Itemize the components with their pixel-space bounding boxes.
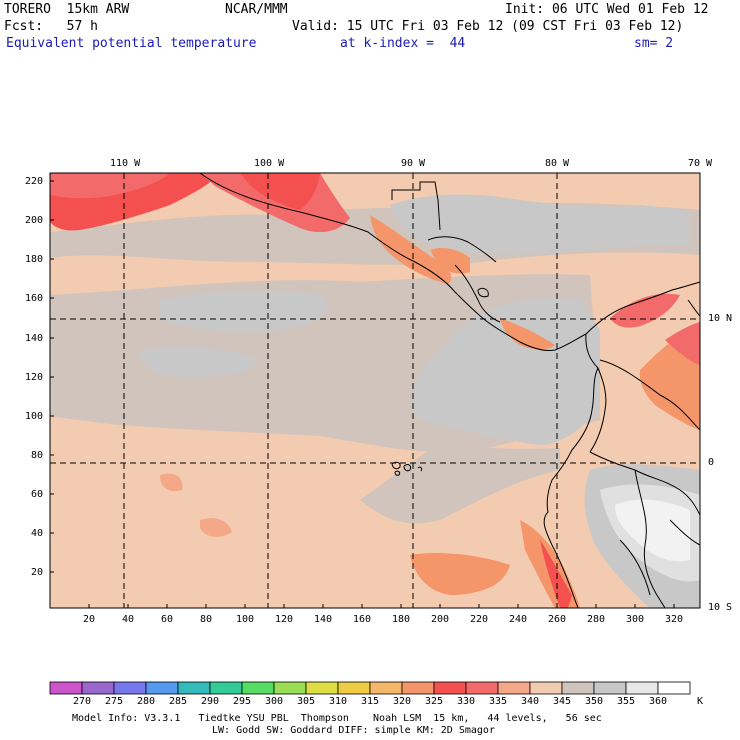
colorbar-level-label: 310 — [329, 696, 348, 707]
lon-label-80w: 80 W — [545, 158, 570, 169]
colorbar-swatch — [465, 681, 499, 695]
colorbar-swatch — [113, 681, 147, 695]
colorbar-level-label: 355 — [617, 696, 636, 707]
colorbar-swatch — [433, 681, 467, 695]
model-info: Model Info: V3.3.1 Tiedtke YSU PBL Thomp… — [72, 713, 602, 724]
x-tick-180: 180 — [392, 614, 411, 625]
level-info: at k-index = 44 — [340, 36, 466, 51]
model-name: TORERO 15km ARW — [4, 2, 130, 17]
colorbar-level-label: 320 — [393, 696, 412, 707]
x-tick-80: 80 — [200, 614, 213, 625]
y-tick-80: 80 — [31, 450, 44, 461]
colorbar-swatch — [305, 681, 339, 695]
colorbar-swatch — [337, 681, 371, 695]
x-tick-320: 320 — [665, 614, 684, 625]
colorbar-level-label: 360 — [649, 696, 668, 707]
colorbar-level-label: 325 — [425, 696, 444, 707]
colorbar-level-label: 335 — [489, 696, 508, 707]
colorbar-swatch — [241, 681, 275, 695]
colorbar-swatch — [497, 681, 531, 695]
x-tick-140: 140 — [314, 614, 333, 625]
colorbar-level-label: 290 — [201, 696, 220, 707]
x-tick-40: 40 — [122, 614, 135, 625]
lat-label-0: 0 — [708, 457, 715, 468]
x-tick-160: 160 — [353, 614, 372, 625]
x-tick-200: 200 — [431, 614, 450, 625]
colorbar-swatch — [145, 681, 179, 695]
lon-label-100w: 100 W — [254, 158, 285, 169]
lat-label-10n: 10 N — [708, 313, 733, 324]
lat-label-10s: 10 S — [708, 602, 733, 613]
colorbar-swatch — [561, 681, 595, 695]
physics-info: LW: Godd SW: Goddard DIFF: simple KM: 2D… — [212, 725, 495, 736]
colorbar-level-label: 330 — [457, 696, 476, 707]
colorbar-swatch — [273, 681, 307, 695]
y-tick-160: 160 — [25, 293, 44, 304]
colorbar-swatch — [209, 681, 243, 695]
init-time: Init: 06 UTC Wed 01 Feb 12 — [505, 2, 709, 17]
axis-ticks — [50, 180, 675, 608]
colorbar-swatch — [593, 681, 627, 695]
x-tick-20: 20 — [83, 614, 96, 625]
colorbar-level-label: 315 — [361, 696, 380, 707]
colorbar-swatch — [529, 681, 563, 695]
x-tick-260: 260 — [548, 614, 567, 625]
colorbar-level-label: 350 — [585, 696, 604, 707]
latlon-grid — [50, 173, 700, 608]
lon-label-70w: 70 W — [688, 158, 713, 169]
colorbar-swatch — [657, 681, 691, 695]
colorbar-level-label: 275 — [105, 696, 124, 707]
y-tick-40: 40 — [31, 528, 44, 539]
x-tick-120: 120 — [275, 614, 294, 625]
colorbar-swatch — [49, 681, 83, 695]
lon-label-90w: 90 W — [401, 158, 426, 169]
x-tick-300: 300 — [626, 614, 645, 625]
coastlines — [199, 172, 701, 609]
y-tick-220: 220 — [25, 176, 44, 187]
y-tick-200: 200 — [25, 215, 44, 226]
y-tick-180: 180 — [25, 254, 44, 265]
colorbar-level-label: 285 — [169, 696, 188, 707]
colorbar-swatch — [401, 681, 435, 695]
valid-time: Valid: 15 UTC Fri 03 Feb 12 (09 CST Fri … — [292, 19, 684, 34]
colorbar-swatch — [81, 681, 115, 695]
colorbar-level-label: 345 — [553, 696, 572, 707]
temperature-field — [50, 173, 700, 608]
field-name: Equivalent potential temperature — [6, 36, 257, 51]
colorbar-unit: K — [697, 696, 704, 707]
y-tick-140: 140 — [25, 333, 44, 344]
x-tick-240: 240 — [509, 614, 528, 625]
lon-label-110w: 110 W — [110, 158, 141, 169]
x-tick-100: 100 — [236, 614, 255, 625]
colorbar-level-label: 300 — [265, 696, 284, 707]
colorbar-swatch — [625, 681, 659, 695]
colorbar-level-label: 305 — [297, 696, 316, 707]
colorbar-level-label: 340 — [521, 696, 540, 707]
colorbar-swatch — [369, 681, 403, 695]
y-tick-120: 120 — [25, 372, 44, 383]
y-tick-20: 20 — [31, 567, 44, 578]
colorbar-level-label: 280 — [137, 696, 156, 707]
map-frame — [49, 172, 701, 609]
forecast-hour: Fcst: 57 h — [4, 19, 98, 34]
colorbar-level-label: 270 — [73, 696, 92, 707]
y-tick-60: 60 — [31, 489, 44, 500]
x-tick-280: 280 — [587, 614, 606, 625]
smoothing-info: sm= 2 — [634, 36, 674, 51]
colorbar-level-label: 295 — [233, 696, 252, 707]
colorbar-swatch — [177, 681, 211, 695]
x-tick-220: 220 — [470, 614, 489, 625]
colorbar — [49, 681, 691, 695]
organization: NCAR/MMM — [225, 2, 288, 17]
x-tick-60: 60 — [161, 614, 174, 625]
y-tick-100: 100 — [25, 411, 44, 422]
